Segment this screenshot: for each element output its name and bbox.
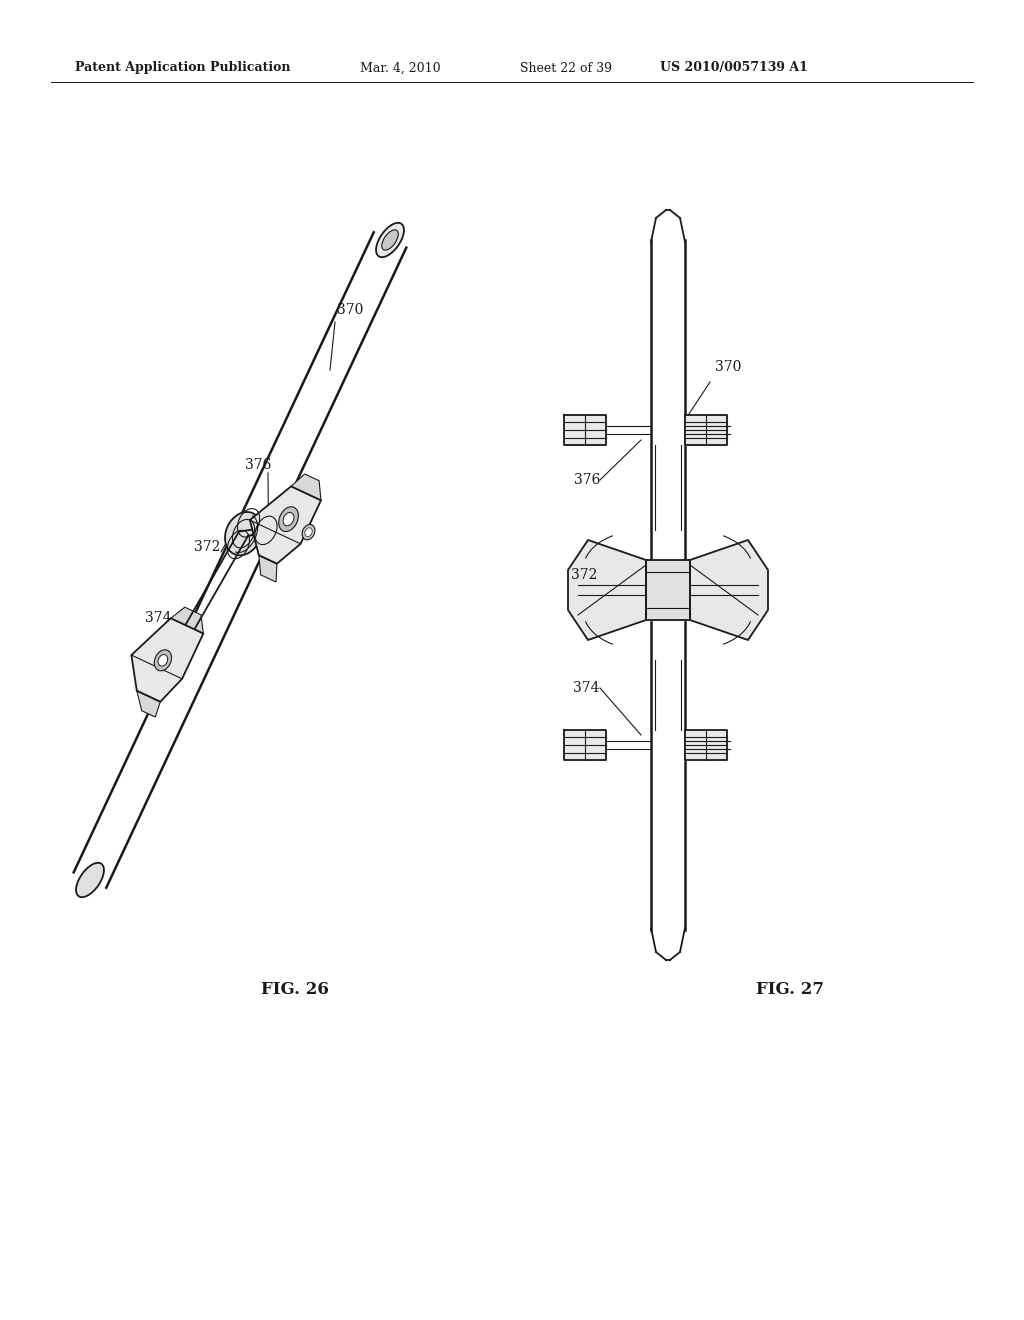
Ellipse shape xyxy=(279,507,298,532)
Ellipse shape xyxy=(302,524,315,540)
Ellipse shape xyxy=(283,512,294,525)
Text: 376: 376 xyxy=(245,458,271,473)
Ellipse shape xyxy=(155,649,171,671)
Text: 370: 370 xyxy=(715,360,741,374)
Text: 374: 374 xyxy=(573,681,600,696)
Polygon shape xyxy=(250,486,321,564)
Text: 372: 372 xyxy=(194,540,220,554)
Ellipse shape xyxy=(225,512,262,556)
Polygon shape xyxy=(171,607,204,634)
Text: 374: 374 xyxy=(144,611,171,624)
Polygon shape xyxy=(564,730,606,760)
Polygon shape xyxy=(259,556,276,582)
Text: Patent Application Publication: Patent Application Publication xyxy=(75,62,291,74)
Polygon shape xyxy=(137,690,161,717)
Ellipse shape xyxy=(158,655,168,667)
Polygon shape xyxy=(685,414,727,445)
Polygon shape xyxy=(564,414,606,445)
Polygon shape xyxy=(291,474,321,500)
Text: 372: 372 xyxy=(570,568,597,582)
Text: Sheet 22 of 39: Sheet 22 of 39 xyxy=(520,62,612,74)
Text: US 2010/0057139 A1: US 2010/0057139 A1 xyxy=(660,62,808,74)
Polygon shape xyxy=(690,540,768,640)
Polygon shape xyxy=(568,540,646,640)
Ellipse shape xyxy=(76,863,104,898)
Ellipse shape xyxy=(305,528,312,536)
Text: 370: 370 xyxy=(337,304,364,317)
Text: Mar. 4, 2010: Mar. 4, 2010 xyxy=(360,62,440,74)
Ellipse shape xyxy=(376,223,403,257)
Text: FIG. 27: FIG. 27 xyxy=(756,982,824,998)
Polygon shape xyxy=(685,730,727,760)
Ellipse shape xyxy=(382,230,398,251)
Text: FIG. 26: FIG. 26 xyxy=(261,982,329,998)
Polygon shape xyxy=(131,618,204,702)
Text: 376: 376 xyxy=(573,473,600,487)
Polygon shape xyxy=(646,560,690,620)
